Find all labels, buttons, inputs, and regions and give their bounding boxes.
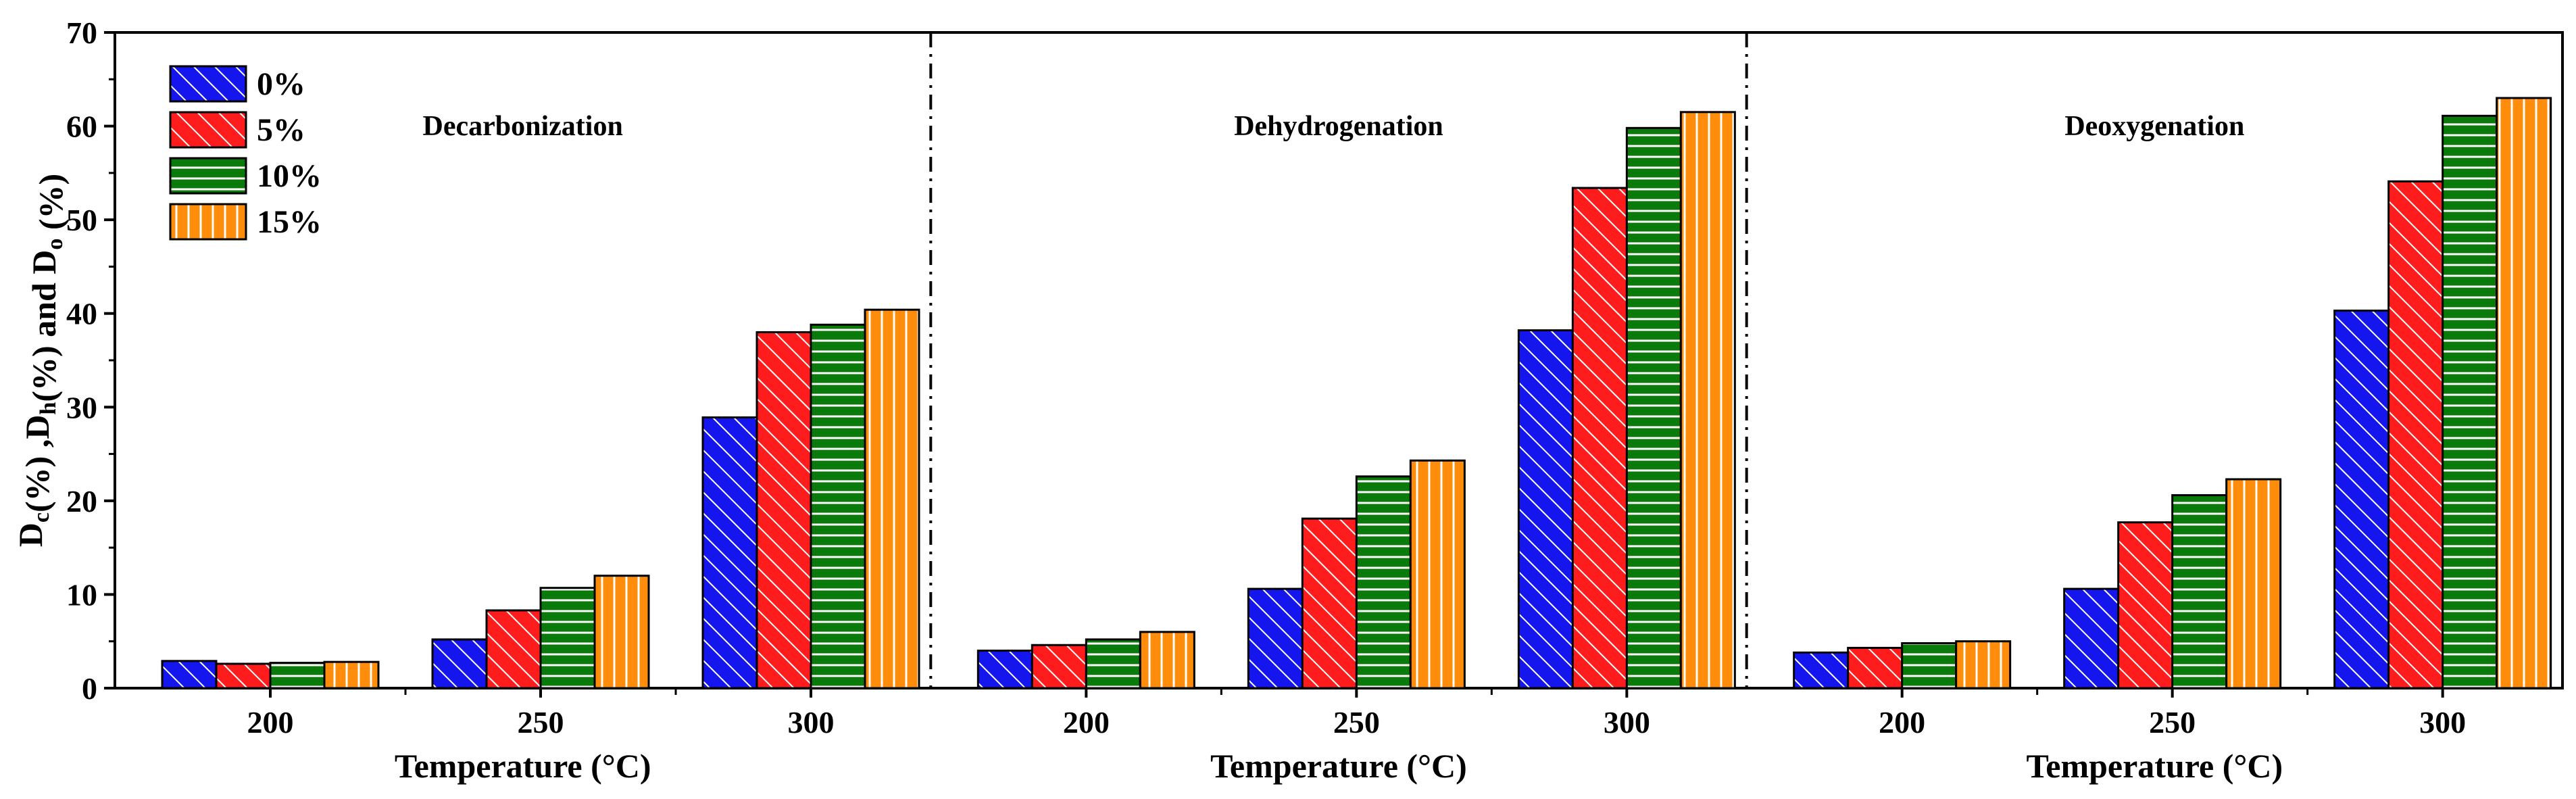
x-tick-label: 200 — [247, 705, 294, 740]
bar-outline — [1955, 640, 2012, 689]
x-tick-label: 300 — [1604, 705, 1650, 740]
bar-outline — [1031, 644, 1087, 689]
bar-outline — [161, 660, 218, 689]
bar-outline — [2063, 587, 2120, 689]
bar-outline — [431, 638, 488, 689]
bar-outline — [2225, 478, 2282, 689]
bar-outline — [485, 609, 542, 689]
bar-outline — [1139, 631, 1195, 689]
x-tick-label: 300 — [2419, 705, 2466, 740]
bar-outline — [2496, 97, 2552, 689]
y-tick-label: 20 — [66, 484, 97, 518]
panel-title: Deoxygenation — [2064, 111, 2244, 142]
y-axis-title-group: Dc(%) ,Dh(%) and Do (%) — [11, 174, 70, 547]
y-axis-title: Dc(%) ,Dh(%) and Do (%) — [11, 174, 70, 547]
bar-outline — [215, 662, 272, 689]
bar-outline — [269, 662, 326, 689]
bar-outline — [323, 660, 380, 689]
y-tick-label: 40 — [66, 297, 97, 331]
x-tick-label: 250 — [1333, 705, 1380, 740]
x-axis-title: Temperature (°C) — [395, 747, 651, 785]
bar-outline — [1301, 517, 1358, 689]
bar-outline — [2333, 310, 2390, 689]
bar-outline — [756, 331, 812, 689]
bar-outline — [1793, 651, 1850, 689]
panel-title: Decarbonization — [423, 111, 623, 142]
legend-swatch-outline — [169, 203, 247, 241]
y-tick-label: 50 — [66, 203, 97, 237]
y-tick-label: 0 — [82, 671, 97, 706]
legend-label: 10% — [257, 158, 322, 194]
legend-swatch-outline — [169, 65, 247, 103]
bar-outline — [701, 416, 758, 689]
legend-label: 0% — [257, 66, 305, 102]
y-tick-label: 10 — [66, 577, 97, 612]
y-axis-ticks: 0 10 20 30 40 50 60 70 — [66, 16, 115, 706]
legend-label: 5% — [257, 112, 305, 148]
bar-outline — [1625, 126, 1682, 689]
bar-outline — [2387, 180, 2444, 689]
bar-outline — [2442, 114, 2498, 689]
x-tick-label: 250 — [518, 705, 564, 740]
bar-outline — [1085, 638, 1141, 689]
bar-outline — [593, 575, 650, 689]
x-tick-label: 300 — [788, 705, 835, 740]
y-tick-label: 70 — [66, 16, 97, 50]
bar-outline — [1571, 187, 1628, 689]
y-tick-label: 30 — [66, 390, 97, 425]
bar-outline — [1517, 329, 1574, 689]
bar-outline — [1901, 641, 1958, 689]
x-tick-label: 200 — [1063, 705, 1110, 740]
bar-outline — [1355, 475, 1412, 689]
bar-outline — [1409, 459, 1466, 689]
bar-outline — [539, 587, 596, 689]
bar-outline — [1847, 646, 1904, 689]
bar-outline — [2117, 521, 2174, 689]
bar-outline — [810, 323, 866, 689]
x-axis-title: Temperature (°C) — [2027, 747, 2283, 785]
bar-outline — [976, 650, 1033, 689]
legend-swatch-outline — [169, 111, 247, 149]
bar-outline — [1679, 111, 1736, 689]
bar-outline — [864, 308, 920, 689]
bar-outline — [1247, 587, 1304, 689]
y-tick-label: 60 — [66, 110, 97, 144]
x-axis-labels: Decarbonization 200 250 300 Temperature (°C)… — [247, 111, 2467, 785]
panel-title: Dehydrogenation — [1234, 111, 1443, 142]
bar-outline — [2171, 494, 2228, 689]
x-tick-label: 200 — [1879, 705, 1925, 740]
legend-swatch-outline — [169, 157, 247, 195]
x-tick-label: 250 — [2149, 705, 2196, 740]
legend-label: 15% — [257, 204, 322, 240]
legend: 0% 5% 10% 15% — [169, 65, 322, 241]
x-axis-title: Temperature (°C) — [1210, 747, 1467, 785]
bar-layer — [161, 97, 2552, 689]
